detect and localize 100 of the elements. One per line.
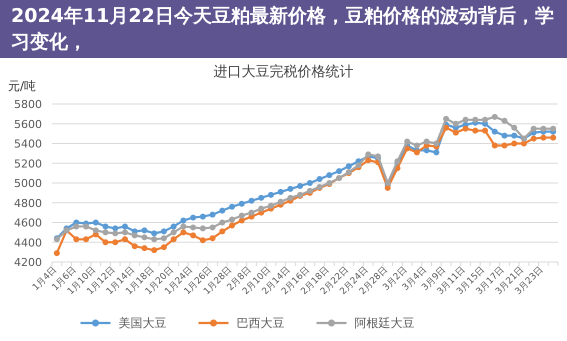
point bbox=[414, 142, 420, 148]
point bbox=[170, 223, 177, 230]
point bbox=[229, 222, 236, 228]
point bbox=[190, 232, 196, 238]
point bbox=[248, 198, 254, 204]
point bbox=[492, 142, 498, 148]
point bbox=[424, 138, 430, 145]
y-tick-label: 5800 bbox=[14, 98, 42, 111]
point bbox=[492, 114, 498, 120]
point bbox=[238, 200, 245, 207]
point bbox=[180, 229, 186, 236]
point bbox=[151, 230, 158, 236]
chart-title: 进口大豆完税价格统计 bbox=[214, 64, 354, 80]
point bbox=[180, 223, 186, 230]
point bbox=[550, 126, 556, 132]
point bbox=[258, 194, 264, 201]
point bbox=[170, 236, 177, 242]
point bbox=[122, 236, 128, 242]
y-tick-label: 4800 bbox=[14, 196, 42, 210]
point bbox=[219, 208, 226, 214]
point bbox=[268, 202, 274, 209]
point bbox=[122, 229, 128, 236]
point bbox=[73, 223, 80, 230]
point bbox=[540, 134, 546, 141]
point bbox=[190, 224, 196, 230]
point bbox=[258, 206, 264, 212]
point bbox=[151, 236, 158, 242]
point bbox=[462, 126, 469, 132]
point bbox=[83, 236, 90, 242]
point bbox=[102, 239, 109, 246]
point bbox=[511, 132, 518, 139]
point bbox=[278, 198, 284, 205]
point bbox=[141, 234, 148, 240]
point bbox=[122, 223, 128, 230]
point bbox=[530, 136, 537, 142]
point bbox=[141, 227, 148, 234]
point bbox=[297, 182, 304, 189]
point bbox=[132, 232, 138, 238]
point bbox=[433, 140, 440, 146]
point bbox=[92, 227, 99, 234]
point bbox=[365, 157, 372, 164]
y-axis-title: 元/吨 bbox=[8, 79, 36, 93]
y-tick-label: 5600 bbox=[14, 118, 42, 131]
point bbox=[501, 132, 508, 139]
point bbox=[219, 228, 226, 234]
point bbox=[501, 118, 508, 124]
point bbox=[501, 142, 508, 148]
point bbox=[210, 212, 216, 218]
point bbox=[482, 116, 488, 123]
point bbox=[540, 126, 546, 132]
point bbox=[238, 212, 245, 219]
point bbox=[160, 228, 167, 234]
point bbox=[210, 235, 216, 242]
point bbox=[443, 116, 450, 122]
point bbox=[511, 140, 518, 146]
point bbox=[326, 172, 332, 178]
point bbox=[268, 192, 274, 198]
text: 2024年11月22日今天豆粕最新价格，豆粕价格的波动背后，学习变化， bbox=[11, 4, 555, 55]
point bbox=[132, 243, 138, 250]
point bbox=[287, 194, 294, 201]
point bbox=[452, 120, 459, 127]
y-tick-label: 5400 bbox=[14, 138, 42, 150]
point bbox=[550, 134, 556, 141]
point bbox=[170, 229, 177, 236]
y-tick-label: 4600 bbox=[14, 216, 42, 230]
point bbox=[102, 229, 109, 236]
point bbox=[160, 244, 167, 250]
point bbox=[462, 116, 469, 123]
y-tick-label: 4400 bbox=[14, 236, 42, 250]
y-tick-label: 5200 bbox=[14, 157, 42, 170]
legend-label: 美国大豆 bbox=[118, 316, 166, 330]
point bbox=[511, 124, 518, 131]
point bbox=[200, 237, 206, 244]
point bbox=[160, 235, 167, 242]
point bbox=[151, 247, 158, 254]
point bbox=[141, 245, 148, 252]
point bbox=[112, 239, 118, 246]
point bbox=[472, 116, 478, 123]
point bbox=[200, 214, 206, 220]
point bbox=[346, 163, 352, 170]
point bbox=[306, 180, 313, 186]
point bbox=[404, 138, 410, 145]
point bbox=[229, 204, 236, 210]
legend-label: 巴西大豆 bbox=[236, 316, 284, 330]
point bbox=[248, 210, 254, 216]
point bbox=[190, 214, 196, 221]
point bbox=[102, 223, 109, 230]
point bbox=[180, 218, 186, 224]
point bbox=[492, 128, 498, 135]
point bbox=[54, 250, 60, 256]
point bbox=[530, 126, 537, 132]
point bbox=[287, 186, 294, 192]
point bbox=[336, 168, 342, 174]
point bbox=[278, 188, 284, 195]
point bbox=[520, 140, 527, 146]
point bbox=[433, 149, 440, 156]
point bbox=[219, 220, 226, 226]
point bbox=[472, 128, 478, 134]
point bbox=[229, 216, 236, 223]
point bbox=[92, 220, 99, 226]
